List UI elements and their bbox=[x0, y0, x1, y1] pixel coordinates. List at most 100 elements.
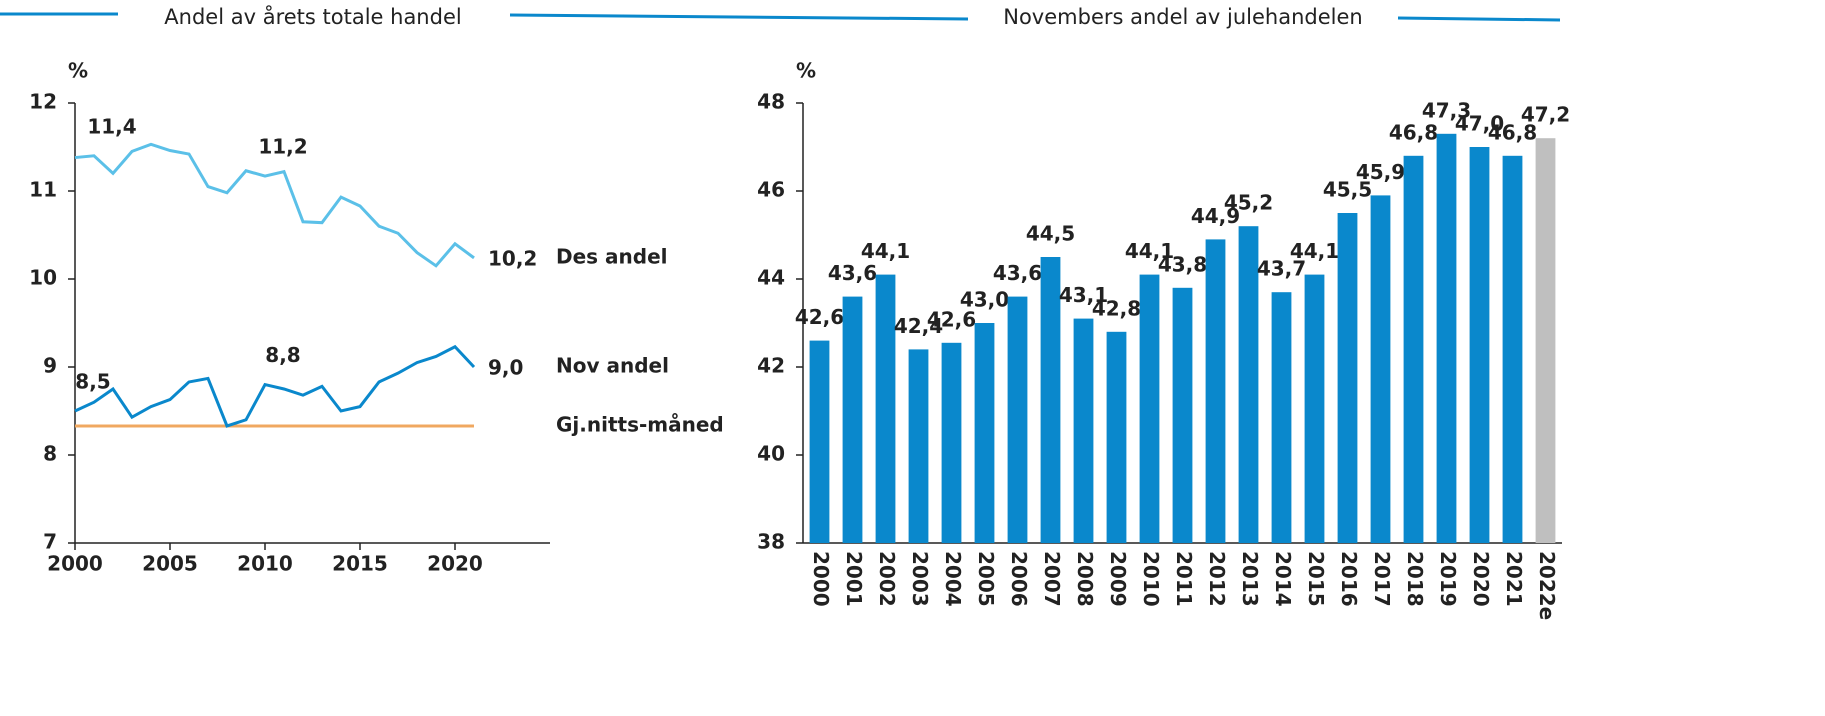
x-tick-label: 2014 bbox=[1271, 551, 1295, 607]
y-unit: % bbox=[68, 59, 88, 83]
value-label: 44,9 bbox=[1191, 204, 1240, 228]
x-tick-label: 2007 bbox=[1040, 551, 1064, 607]
x-tick-label: 2008 bbox=[1073, 551, 1097, 607]
bar bbox=[1238, 226, 1259, 543]
value-label: 42,6 bbox=[927, 307, 976, 331]
x-tick-label: 2015 bbox=[1304, 551, 1328, 607]
y-tick-label: 38 bbox=[757, 530, 785, 554]
value-label: 43,8 bbox=[1158, 252, 1207, 276]
bar bbox=[1370, 195, 1391, 543]
x-tick-label: 2003 bbox=[908, 551, 932, 607]
x-tick-label: 2005 bbox=[974, 551, 998, 607]
x-tick-label: 2022e bbox=[1535, 551, 1559, 620]
x-tick-label: 2010 bbox=[1139, 551, 1163, 607]
value-label: 43,7 bbox=[1257, 257, 1306, 281]
bar bbox=[1403, 155, 1424, 544]
value-label: 45,9 bbox=[1356, 160, 1405, 184]
bar bbox=[1073, 318, 1094, 543]
x-tick-label: 2021 bbox=[1502, 551, 1526, 607]
x-tick-label: 2015 bbox=[332, 552, 388, 576]
bar bbox=[908, 349, 929, 543]
value-label: 42,6 bbox=[795, 305, 844, 329]
bar bbox=[809, 340, 830, 543]
y-tick-label: 11 bbox=[29, 178, 57, 202]
y-tick-label: 46 bbox=[757, 178, 785, 202]
x-tick-label: 2009 bbox=[1106, 551, 1130, 607]
bar bbox=[1469, 147, 1490, 543]
x-tick-label: 2011 bbox=[1172, 551, 1196, 607]
x-tick-label: 2020 bbox=[427, 552, 483, 576]
value-label: 8,8 bbox=[265, 343, 300, 367]
value-label: 43,6 bbox=[828, 261, 877, 285]
y-tick-label: 10 bbox=[29, 266, 57, 290]
bar bbox=[875, 274, 896, 543]
bar bbox=[1106, 331, 1127, 543]
bar bbox=[1304, 274, 1325, 543]
bar bbox=[1502, 155, 1523, 544]
value-label: 45,2 bbox=[1224, 191, 1273, 215]
y-tick-label: 40 bbox=[757, 442, 785, 466]
bar bbox=[1139, 274, 1160, 543]
x-tick-label: 2006 bbox=[1007, 551, 1031, 607]
y-tick-label: 8 bbox=[43, 442, 57, 466]
value-label: 43,0 bbox=[960, 288, 1009, 312]
y-tick-label: 9 bbox=[43, 354, 57, 378]
y-tick-label: 48 bbox=[757, 90, 785, 114]
header-rule bbox=[1397, 16, 1561, 22]
x-tick-label: 2000 bbox=[47, 552, 103, 576]
x-tick-label: 2016 bbox=[1337, 551, 1361, 607]
x-tick-label: 2018 bbox=[1403, 551, 1427, 607]
value-label: 44,1 bbox=[1290, 239, 1339, 263]
reference-label: Gj.nitts-måned bbox=[556, 412, 724, 436]
x-tick-label: 2002 bbox=[875, 551, 899, 607]
value-label: 47,2 bbox=[1521, 103, 1570, 127]
bar bbox=[1007, 296, 1028, 543]
value-label: 44,5 bbox=[1026, 222, 1075, 246]
value-label: 47,3 bbox=[1422, 98, 1471, 122]
x-tick-label: 2000 bbox=[809, 551, 833, 607]
bar bbox=[1172, 287, 1193, 543]
value-label: 46,8 bbox=[1389, 120, 1438, 144]
chart-title: Andel av årets totale handel bbox=[164, 4, 461, 29]
value-label: 8,5 bbox=[75, 370, 110, 394]
bar bbox=[842, 296, 863, 543]
value-label: 45,5 bbox=[1323, 178, 1372, 202]
value-label: 11,2 bbox=[258, 135, 307, 159]
value-label: 46,8 bbox=[1488, 120, 1537, 144]
x-tick-label: 2013 bbox=[1238, 551, 1262, 607]
value-label: 47,0 bbox=[1455, 112, 1504, 136]
y-unit: % bbox=[796, 59, 816, 83]
bar bbox=[1535, 138, 1556, 543]
value-label: 10,2 bbox=[488, 246, 537, 270]
value-label: 43,6 bbox=[993, 261, 1042, 285]
bar bbox=[1436, 133, 1457, 544]
value-label: 42,4 bbox=[894, 314, 943, 338]
value-label: 9,0 bbox=[488, 356, 523, 380]
series-line bbox=[74, 344, 476, 428]
series-label: Nov andel bbox=[556, 354, 669, 378]
y-tick-label: 42 bbox=[757, 354, 785, 378]
bar bbox=[1271, 292, 1292, 543]
x-tick-label: 2019 bbox=[1436, 551, 1460, 607]
y-tick-label: 44 bbox=[757, 266, 785, 290]
series-label: Des andel bbox=[556, 244, 668, 268]
series-line bbox=[74, 142, 475, 268]
x-tick-label: 2004 bbox=[941, 551, 965, 607]
x-tick-label: 2012 bbox=[1205, 551, 1229, 607]
value-label: 42,8 bbox=[1092, 296, 1141, 320]
bar bbox=[941, 342, 962, 543]
x-tick-label: 2010 bbox=[237, 552, 293, 576]
bar bbox=[1337, 213, 1358, 543]
bar bbox=[974, 323, 995, 543]
y-tick-label: 7 bbox=[43, 530, 57, 554]
x-tick-label: 2005 bbox=[142, 552, 198, 576]
bar bbox=[1205, 239, 1226, 543]
x-tick-label: 2020 bbox=[1469, 551, 1493, 607]
header-rule bbox=[509, 13, 969, 21]
y-tick-label: 12 bbox=[29, 90, 57, 114]
value-label: 43,1 bbox=[1059, 283, 1108, 307]
value-label: 44,1 bbox=[1125, 239, 1174, 263]
value-label: 11,4 bbox=[87, 114, 136, 138]
x-tick-label: 2017 bbox=[1370, 551, 1394, 607]
